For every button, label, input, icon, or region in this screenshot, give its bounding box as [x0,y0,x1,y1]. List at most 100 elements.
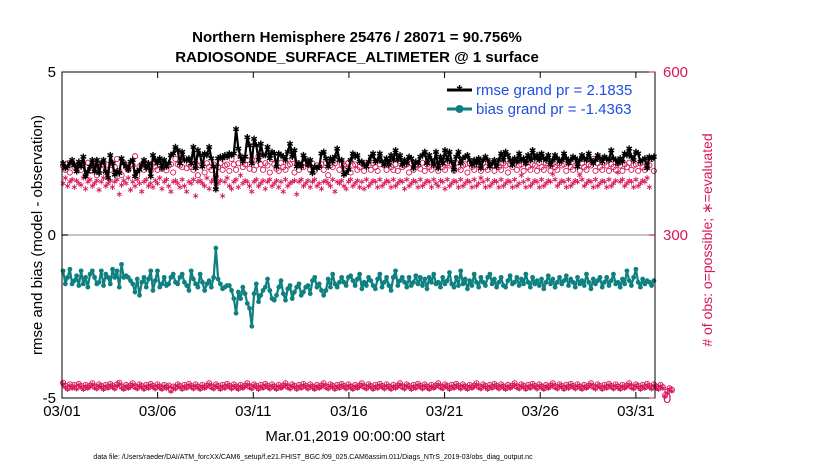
count-point-evaluated [404,176,410,183]
count-point-evaluated [154,382,161,389]
bias-point [570,279,576,285]
count-point-evaluated [498,382,504,389]
count-point-possible [286,161,294,168]
count-point-evaluated [130,178,136,185]
x-tick-label: 03/11 [235,403,271,420]
count-point-evaluated [291,384,298,390]
bias-point [620,276,625,282]
bias-point [377,271,383,277]
count-point-possible [246,165,253,172]
rmse-point [493,163,500,170]
rmse-point [399,161,406,169]
bias-point [640,276,646,282]
rmse-point [196,151,204,159]
count-point-evaluated [590,184,596,190]
count-point-evaluated [157,175,163,181]
bias-point [359,286,365,292]
bias-point [258,292,264,298]
count-point-evaluated [383,382,390,389]
count-point-evaluated [184,188,190,195]
count-point-evaluated [359,178,365,185]
count-point-evaluated [244,178,250,185]
count-point-evaluated [482,384,489,390]
rmse-point [82,173,89,180]
rmse-point [77,163,85,170]
count-point-evaluated [606,382,612,388]
count-point-evaluated [186,382,192,388]
rmse-point [71,161,78,169]
rmse-point [334,145,341,152]
plot-area [59,125,675,400]
count-point-possible [626,159,633,166]
rmse-point [533,151,541,159]
legend-bias-marker [455,105,464,113]
bias-point [413,273,419,279]
count-point-evaluated [262,186,268,192]
bias-point [572,284,578,290]
bias-point [301,289,306,295]
count-point-evaluated [316,180,322,187]
bias-point [597,274,603,280]
count-point-evaluated [78,182,84,188]
count-point-possible [367,166,374,173]
count-point-evaluated [327,183,334,189]
rmse-point [244,134,251,141]
count-point-evaluated [345,178,352,185]
bias-point [206,278,212,284]
bias-point [65,274,71,280]
bias-point [159,281,165,287]
count-point-evaluated [617,178,623,185]
x-axis-label: Mar.01,2019 00:00:00 start [265,428,445,445]
count-point-evaluated [258,383,264,389]
bias-point [253,281,259,287]
bias-point [402,279,407,285]
bias-point [411,279,416,285]
count-point-evaluated [433,383,439,390]
bias-point [197,271,203,277]
bias-point [208,284,214,290]
count-point-evaluated [509,184,515,190]
bias-point [274,292,279,298]
count-point-possible [194,172,201,179]
count-point-evaluated [123,180,129,187]
bias-point [561,278,567,284]
count-point-possible [583,166,590,173]
bias-point [137,292,142,298]
count-point-evaluated [491,382,498,388]
count-point-evaluated [536,184,542,190]
rmse-point [619,158,626,165]
count-point-possible [374,167,381,174]
count-point-evaluated [449,383,455,389]
bias-point [552,284,558,290]
count-point-evaluated [525,176,531,183]
count-point-possible [325,172,332,179]
y-right-tick-label: 300 [663,227,688,244]
count-point-possible [394,167,401,174]
rmse-point [250,135,258,143]
x-tick-label: 03/31 [617,403,655,420]
count-point-evaluated [525,383,531,389]
count-point-possible [264,162,271,169]
rmse-point [109,160,116,167]
bias-point [78,268,84,274]
count-point-possible [650,167,657,174]
count-point-evaluated [601,178,608,185]
bias-point [534,278,540,284]
bias-point [292,289,297,295]
bias-point [566,283,571,288]
count-point-possible [172,155,179,162]
count-point-evaluated [505,383,511,389]
bias-point [339,274,345,280]
count-point-evaluated [417,176,423,183]
rmse-point [116,169,123,177]
count-point-evaluated [280,188,286,195]
count-point-possible [603,162,610,169]
bias-point [98,268,104,274]
bias-point [444,278,450,284]
rmse-point [170,150,177,157]
rmse-point [509,161,516,169]
count-point-evaluated [188,180,194,187]
count-point-evaluated [390,383,396,389]
bias-point [161,274,167,280]
count-point-evaluated [71,184,77,190]
